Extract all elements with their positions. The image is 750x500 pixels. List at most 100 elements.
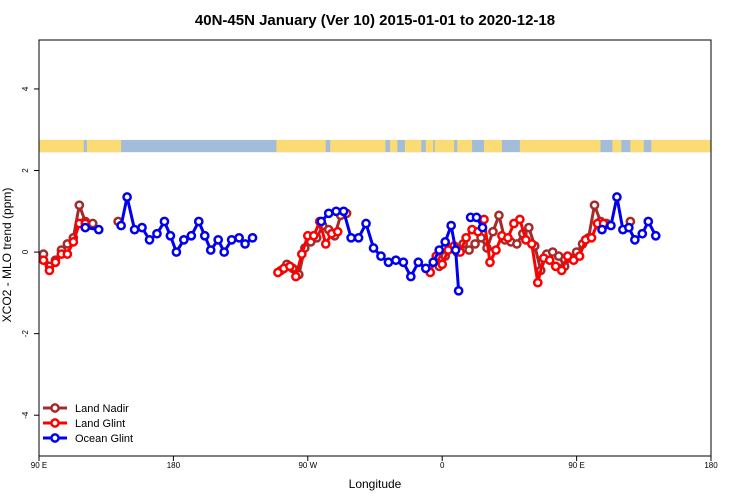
- data-point-land-glint: [291, 271, 301, 282]
- data-point-land-glint: [556, 265, 567, 276]
- x-tick-label: 180: [704, 461, 718, 470]
- data-point-ocean-glint: [471, 212, 482, 223]
- land-band-segment: [651, 139, 711, 153]
- data-point-land-glint: [503, 232, 513, 243]
- legend-marker-land-glint: [50, 418, 60, 428]
- data-point-ocean-glint: [226, 234, 237, 245]
- data-point-ocean-glint: [193, 216, 204, 227]
- data-point-land-glint: [586, 232, 597, 243]
- data-point-land-nadir: [74, 200, 85, 211]
- data-point-land-glint: [515, 214, 525, 225]
- data-point-land-nadir: [464, 245, 474, 255]
- y-tick-label: -2: [21, 330, 30, 338]
- data-point-ocean-glint: [116, 220, 126, 231]
- legend-label-land-nadir: Land Nadir: [75, 403, 129, 415]
- data-point-ocean-glint: [186, 230, 197, 241]
- series-ocean-glint: [80, 192, 661, 296]
- land-band-segment: [389, 139, 398, 153]
- data-point-ocean-glint: [316, 216, 327, 227]
- data-point-ocean-glint: [338, 206, 349, 217]
- data-point-ocean-glint: [234, 232, 244, 243]
- data-point-land-nadir: [494, 210, 504, 221]
- data-point-ocean-glint: [629, 234, 640, 245]
- data-point-ocean-glint: [440, 237, 451, 247]
- data-point-ocean-glint: [93, 224, 104, 235]
- x-tick-label: 90 E: [31, 461, 47, 470]
- x-axis-ticks: 90 E 180 90 W 0 90 E 180: [31, 456, 718, 470]
- data-point-land-nadir: [553, 251, 564, 262]
- land-band-segment: [404, 139, 422, 153]
- data-point-ocean-glint: [137, 222, 147, 233]
- data-point-land-glint: [485, 257, 495, 268]
- data-point-land-glint: [574, 251, 585, 262]
- data-point-ocean-glint: [420, 263, 431, 274]
- x-tick-label: 0: [440, 461, 445, 470]
- data-point-land-glint: [526, 239, 537, 249]
- data-point-ocean-glint: [361, 218, 371, 229]
- land-band-segment: [484, 139, 502, 153]
- plot-series: [38, 192, 661, 296]
- x-tick-label: 90 W: [298, 461, 317, 470]
- data-point-ocean-glint: [450, 245, 461, 255]
- data-point-land-glint: [544, 255, 555, 266]
- data-point-ocean-glint: [205, 245, 216, 255]
- data-point-land-glint: [62, 249, 73, 259]
- data-point-ocean-glint: [213, 234, 224, 245]
- data-point-ocean-glint: [331, 206, 342, 217]
- data-point-ocean-glint: [152, 228, 162, 239]
- data-point-land-glint: [479, 214, 489, 225]
- data-point-land-nadir: [488, 226, 498, 237]
- data-point-ocean-glint: [129, 224, 140, 235]
- data-point-ocean-glint: [323, 208, 334, 219]
- data-point-ocean-glint: [597, 224, 607, 235]
- legend-marker-ocean-glint: [50, 433, 60, 443]
- x-tick-label: 180: [167, 461, 181, 470]
- data-point-ocean-glint: [624, 222, 634, 233]
- land-band-segment: [612, 139, 622, 153]
- land-band-segment: [457, 139, 473, 153]
- legend-marker-land-nadir: [50, 403, 60, 413]
- data-point-land-glint: [308, 230, 319, 241]
- data-point-ocean-glint: [383, 257, 394, 268]
- data-point-land-glint: [68, 237, 79, 247]
- y-tick-label: 4: [21, 86, 30, 91]
- legend-label-ocean-glint: Ocean Glint: [75, 433, 133, 445]
- data-point-ocean-glint: [650, 230, 661, 241]
- legend: Land Nadir Land Glint Ocean Glint: [43, 403, 133, 445]
- plot-frame: [38, 39, 712, 457]
- data-point-land-glint: [38, 255, 49, 266]
- data-point-land-nadir: [87, 218, 98, 229]
- data-point-land-nadir: [523, 222, 534, 233]
- data-point-ocean-glint: [80, 222, 91, 233]
- data-point-ocean-glint: [405, 271, 416, 282]
- y-axis-ticks: -4 -2 0 2 4: [21, 86, 39, 419]
- data-point-ocean-glint: [346, 232, 356, 243]
- legend-label-land-glint: Land Glint: [75, 418, 125, 430]
- data-point-ocean-glint: [219, 247, 230, 257]
- data-point-ocean-glint: [199, 230, 210, 241]
- data-point-ocean-glint: [179, 234, 189, 245]
- data-point-land-nadir: [589, 200, 600, 211]
- data-point-ocean-glint: [612, 192, 622, 202]
- data-point-ocean-glint: [122, 192, 132, 202]
- data-point-land-nadir: [470, 239, 480, 249]
- data-point-ocean-glint: [165, 230, 176, 241]
- data-point-ocean-glint: [643, 216, 654, 227]
- data-point-ocean-glint: [428, 257, 439, 268]
- data-point-land-glint: [320, 239, 331, 249]
- land-band-segment: [425, 139, 434, 153]
- data-point-ocean-glint: [376, 251, 386, 262]
- data-point-ocean-glint: [434, 245, 445, 255]
- data-point-ocean-glint: [391, 255, 401, 266]
- land-band-segment: [39, 139, 84, 153]
- data-point-ocean-glint: [477, 222, 488, 233]
- data-point-ocean-glint: [413, 257, 424, 268]
- data-point-ocean-glint: [240, 239, 250, 249]
- land-band-segment: [630, 139, 644, 153]
- data-point-land-glint: [491, 245, 501, 255]
- land-band-segment: [276, 139, 326, 153]
- data-point-ocean-glint: [398, 257, 409, 268]
- chart-title: 40N-45N January (Ver 10) 2015-01-01 to 2…: [195, 12, 555, 29]
- land-band-segment: [519, 139, 601, 153]
